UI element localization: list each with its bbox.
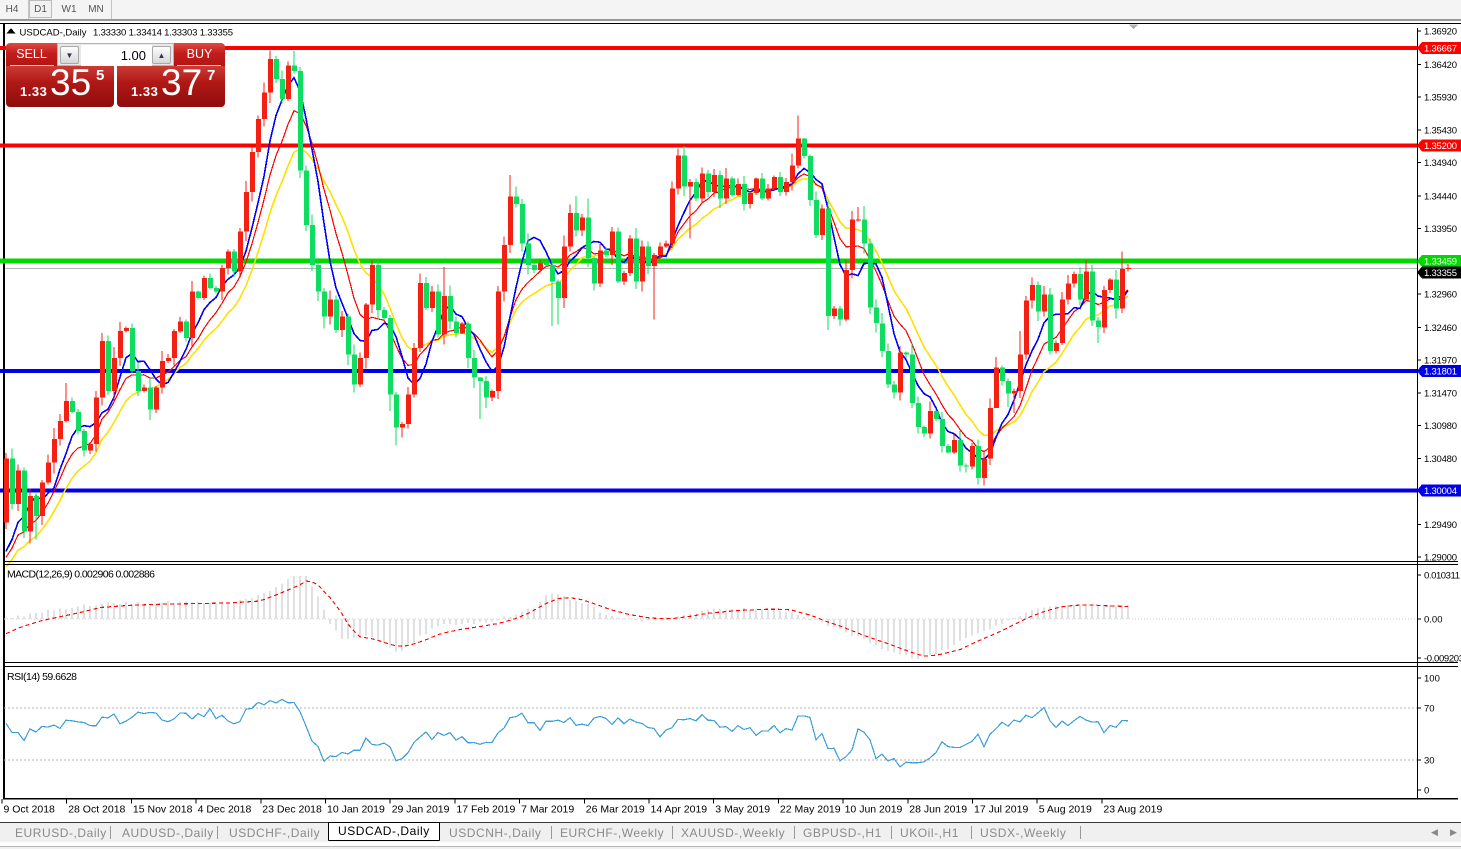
svg-text:1.31801: 1.31801	[1424, 367, 1457, 378]
svg-text:17 Jul 2019: 17 Jul 2019	[974, 804, 1028, 816]
svg-text:1.33459: 1.33459	[1424, 256, 1457, 267]
svg-text:22 May 2019: 22 May 2019	[780, 804, 841, 816]
svg-text:1.34440: 1.34440	[1424, 191, 1457, 202]
svg-text:USDCAD-,Daily: USDCAD-,Daily	[20, 28, 87, 39]
svg-text:26 Mar 2019: 26 Mar 2019	[586, 804, 645, 816]
svg-text:1.34940: 1.34940	[1424, 158, 1457, 169]
svg-text:1.33330 1.33414 1.33303 1.3335: 1.33330 1.33414 1.33303 1.33355	[93, 28, 233, 39]
svg-text:28 Jun 2019: 28 Jun 2019	[909, 804, 967, 816]
svg-text:-0.009203: -0.009203	[1424, 654, 1461, 665]
svg-text:1.32460: 1.32460	[1424, 323, 1457, 334]
svg-text:4 Dec 2018: 4 Dec 2018	[198, 804, 252, 816]
svg-text:9 Oct 2018: 9 Oct 2018	[4, 804, 56, 816]
svg-text:0.010311: 0.010311	[1424, 571, 1460, 582]
svg-text:1.35430: 1.35430	[1424, 126, 1457, 137]
svg-text:1.29000: 1.29000	[1424, 552, 1457, 563]
svg-text:1.30480: 1.30480	[1424, 454, 1457, 465]
svg-text:1.30004: 1.30004	[1424, 486, 1457, 497]
svg-text:23 Aug 2019: 23 Aug 2019	[1103, 804, 1162, 816]
svg-text:0: 0	[1424, 786, 1429, 797]
svg-text:7 Mar 2019: 7 Mar 2019	[521, 804, 574, 816]
svg-text:1.31470: 1.31470	[1424, 389, 1457, 400]
svg-text:17 Feb 2019: 17 Feb 2019	[456, 804, 515, 816]
svg-text:10 Jun 2019: 10 Jun 2019	[845, 804, 903, 816]
svg-text:1.33355: 1.33355	[1424, 268, 1457, 279]
svg-text:1.36920: 1.36920	[1424, 27, 1457, 38]
svg-text:70: 70	[1424, 704, 1435, 715]
svg-text:23 Dec 2018: 23 Dec 2018	[262, 804, 322, 816]
svg-text:1.36667: 1.36667	[1424, 44, 1457, 55]
svg-text:29 Jan 2019: 29 Jan 2019	[392, 804, 450, 816]
svg-text:1.35200: 1.35200	[1424, 141, 1457, 152]
svg-text:RSI(14) 59.6628: RSI(14) 59.6628	[7, 671, 77, 683]
svg-text:1.31970: 1.31970	[1424, 355, 1457, 366]
svg-text:1.30980: 1.30980	[1424, 421, 1457, 432]
svg-text:3 May 2019: 3 May 2019	[715, 804, 770, 816]
svg-text:14 Apr 2019: 14 Apr 2019	[651, 804, 708, 816]
svg-text:1.32960: 1.32960	[1424, 290, 1457, 301]
svg-text:100: 100	[1424, 674, 1440, 685]
svg-text:15 Nov 2018: 15 Nov 2018	[133, 804, 193, 816]
svg-text:28 Oct 2018: 28 Oct 2018	[68, 804, 125, 816]
svg-text:1.33950: 1.33950	[1424, 224, 1457, 235]
svg-text:1.29490: 1.29490	[1424, 520, 1457, 531]
svg-text:1.35930: 1.35930	[1424, 92, 1457, 103]
svg-text:1.36420: 1.36420	[1424, 60, 1457, 71]
svg-text:10 Jan 2019: 10 Jan 2019	[327, 804, 385, 816]
svg-text:5 Aug 2019: 5 Aug 2019	[1039, 804, 1092, 816]
svg-text:MACD(12,26,9) 0.002906 0.00288: MACD(12,26,9) 0.002906 0.002886	[7, 569, 155, 581]
svg-text:30: 30	[1424, 756, 1435, 767]
svg-text:0.00: 0.00	[1424, 614, 1443, 625]
